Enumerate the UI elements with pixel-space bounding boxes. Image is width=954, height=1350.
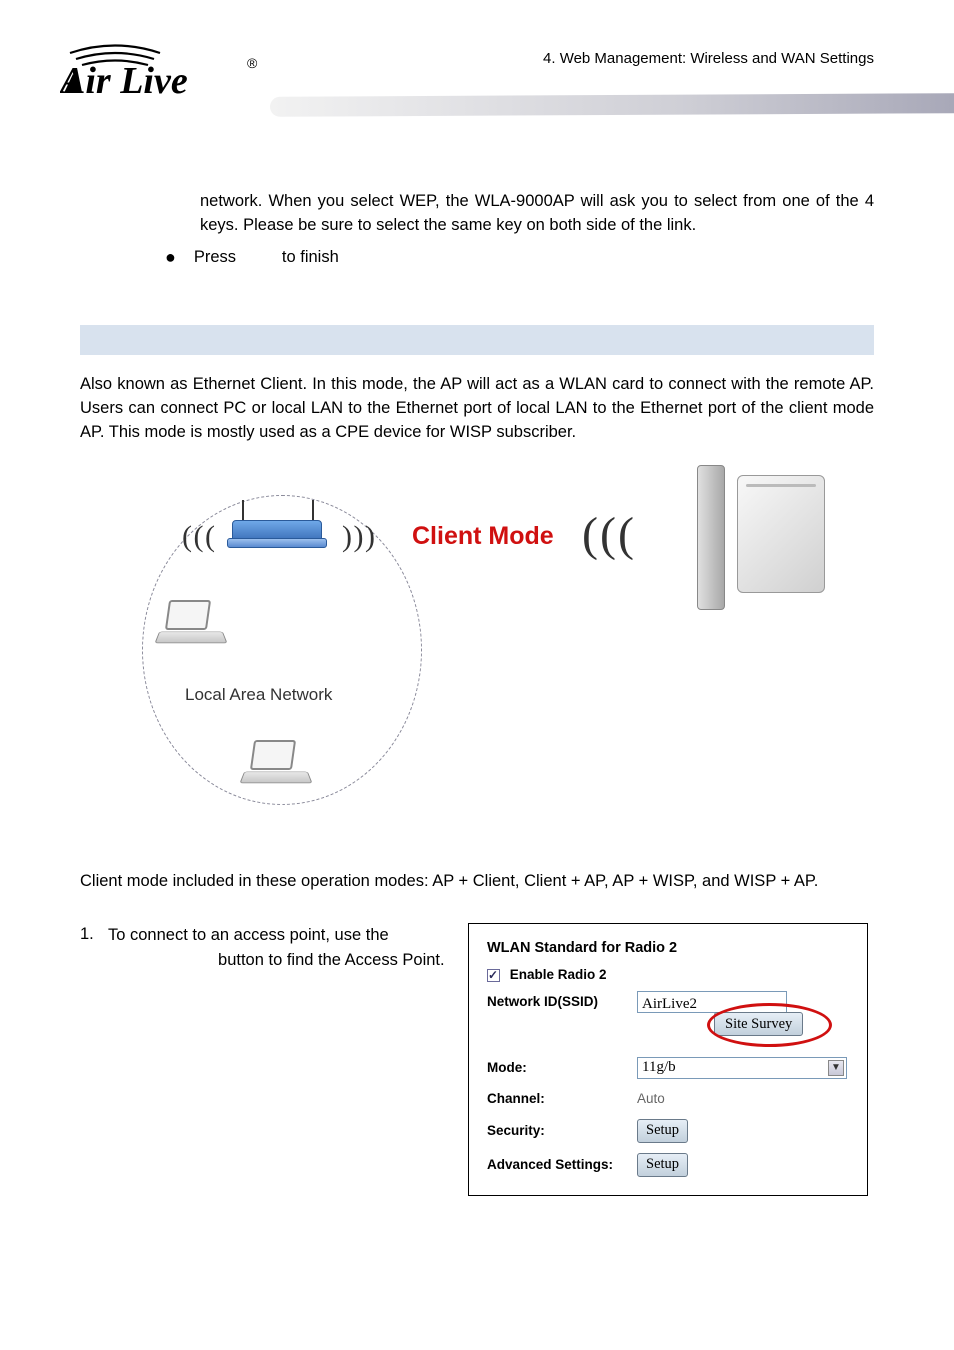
client-mode-paragraph: Also known as Ethernet Client. In this m… [80, 373, 874, 445]
section-heading-bar [80, 325, 874, 355]
security-label: Security: [487, 1121, 637, 1141]
mode-value: 11g/b [642, 1057, 676, 1079]
enable-radio-checkbox[interactable] [487, 969, 500, 982]
page-content: network. When you select WEP, the WLA-90… [80, 190, 874, 1196]
step-text-b: button to find the Access Point. [108, 951, 445, 969]
ssid-input[interactable]: AirLive2 [637, 991, 787, 1013]
wep-paragraph: network. When you select WEP, the WLA-90… [200, 190, 874, 238]
mode-select[interactable]: 11g/b ▼ [637, 1057, 847, 1079]
step-text: To connect to an access point, use the b… [108, 923, 448, 973]
svg-text:®: ® [247, 55, 258, 71]
press-bullet: ● Press to finish [165, 246, 874, 270]
client-mode-label: Client Mode [412, 518, 554, 554]
press-text: Press to finish [194, 246, 339, 270]
header-breadcrumb: 4. Web Management: Wireless and WAN Sett… [543, 50, 874, 67]
lan-label: Local Area Network [185, 683, 332, 708]
advanced-label: Advanced Settings: [487, 1155, 637, 1175]
laptop-icon [157, 600, 227, 650]
svg-text:Air Live: Air Live [60, 60, 188, 102]
page-header: Air Live ® 4. Web Management: Wireless a… [80, 40, 874, 130]
step-text-a: To connect to an access point, use the [108, 926, 389, 944]
signal-waves-left-icon: ( ( ( [182, 515, 212, 559]
step-1-row: 1. To connect to an access point, use th… [80, 923, 874, 1195]
signal-waves-ap-icon: ( ( ( [582, 500, 629, 570]
advanced-setup-button[interactable]: Setup [637, 1153, 688, 1177]
signal-waves-right-icon: ) ) ) [342, 515, 372, 559]
access-point-icon [697, 465, 827, 615]
enable-radio-label: Enable Radio 2 [510, 967, 607, 982]
bullet-icon: ● [165, 246, 176, 269]
laptop-icon [242, 740, 312, 790]
ssid-label: Network ID(SSID) [487, 992, 637, 1012]
site-survey-button[interactable]: Site Survey [714, 1012, 803, 1036]
header-divider [270, 93, 954, 117]
document-page: Air Live ® 4. Web Management: Wireless a… [0, 0, 954, 1350]
chevron-down-icon[interactable]: ▼ [828, 1060, 844, 1076]
panel-title: WLAN Standard for Radio 2 [487, 938, 849, 959]
enable-radio-row[interactable]: Enable Radio 2 [487, 965, 849, 985]
airlive-logo: Air Live ® [60, 35, 270, 110]
mode-label: Mode: [487, 1058, 637, 1078]
client-mode-diagram: ( ( ( ) ) ) Local Area Network Client Mo… [127, 470, 827, 830]
security-setup-button[interactable]: Setup [637, 1119, 688, 1143]
channel-label: Channel: [487, 1089, 637, 1109]
operation-modes-paragraph: Client mode included in these operation … [80, 870, 874, 894]
wlan-settings-panel: WLAN Standard for Radio 2 Enable Radio 2… [468, 923, 868, 1195]
step-number: 1. [80, 923, 108, 947]
channel-value: Auto [637, 1089, 787, 1109]
router-icon [217, 510, 337, 555]
